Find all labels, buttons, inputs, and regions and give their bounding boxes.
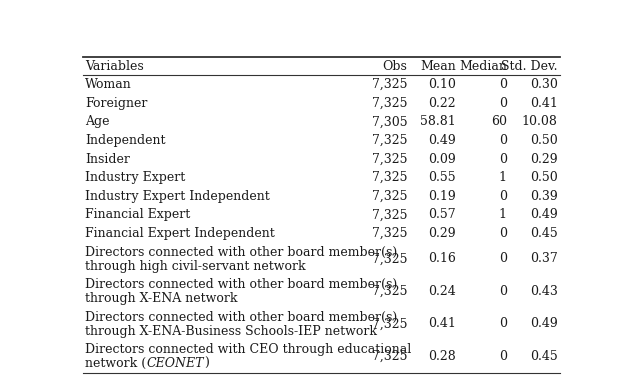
Text: 0.37: 0.37: [530, 252, 558, 265]
Text: 7,325: 7,325: [372, 317, 408, 330]
Text: Std. Dev.: Std. Dev.: [501, 60, 558, 74]
Text: 0: 0: [499, 78, 507, 91]
Text: 0.49: 0.49: [530, 208, 558, 221]
Text: ): ): [204, 357, 209, 370]
Text: 0.49: 0.49: [428, 134, 456, 147]
Text: 7,325: 7,325: [372, 153, 408, 166]
Text: 0.41: 0.41: [428, 317, 456, 330]
Text: 10.08: 10.08: [522, 115, 558, 129]
Text: 0.45: 0.45: [530, 350, 558, 363]
Text: 0.28: 0.28: [428, 350, 456, 363]
Text: CEONET: CEONET: [147, 357, 204, 370]
Text: Mean: Mean: [420, 60, 456, 74]
Text: 7,325: 7,325: [372, 285, 408, 298]
Text: 0.10: 0.10: [428, 78, 456, 91]
Text: 0.29: 0.29: [428, 227, 456, 240]
Text: 0.50: 0.50: [530, 171, 558, 184]
Text: 7,325: 7,325: [372, 190, 408, 203]
Text: 0.29: 0.29: [530, 153, 558, 166]
Text: Variables: Variables: [86, 60, 144, 74]
Text: through X-ENA network: through X-ENA network: [86, 292, 238, 305]
Text: 7,325: 7,325: [372, 134, 408, 147]
Text: 0: 0: [499, 317, 507, 330]
Text: 7,325: 7,325: [372, 208, 408, 221]
Text: 0: 0: [499, 227, 507, 240]
Text: 0.39: 0.39: [530, 190, 558, 203]
Text: 7,325: 7,325: [372, 171, 408, 184]
Text: Industry Expert: Industry Expert: [86, 171, 186, 184]
Text: 7,325: 7,325: [372, 227, 408, 240]
Text: Directors connected with other board member(s): Directors connected with other board mem…: [86, 311, 398, 323]
Text: 0: 0: [499, 350, 507, 363]
Text: Directors connected with other board member(s): Directors connected with other board mem…: [86, 245, 398, 259]
Text: 0.45: 0.45: [530, 227, 558, 240]
Text: through X-ENA-Business Schools-IEP network: through X-ENA-Business Schools-IEP netwo…: [86, 325, 378, 338]
Text: 7,325: 7,325: [372, 78, 408, 91]
Text: Financial Expert Independent: Financial Expert Independent: [86, 227, 275, 240]
Text: Insider: Insider: [86, 153, 130, 166]
Text: 0: 0: [499, 285, 507, 298]
Text: 0: 0: [499, 134, 507, 147]
Text: Financial Expert: Financial Expert: [86, 208, 191, 221]
Text: Directors connected with CEO through educational: Directors connected with CEO through edu…: [86, 343, 412, 356]
Text: 1: 1: [499, 208, 507, 221]
Text: 0.22: 0.22: [428, 97, 456, 110]
Text: Obs: Obs: [382, 60, 408, 74]
Text: 1: 1: [499, 171, 507, 184]
Text: 0.19: 0.19: [428, 190, 456, 203]
Text: 0: 0: [499, 190, 507, 203]
Text: Woman: Woman: [86, 78, 132, 91]
Text: 0.24: 0.24: [428, 285, 456, 298]
Text: 0.09: 0.09: [428, 153, 456, 166]
Text: 58.81: 58.81: [420, 115, 456, 129]
Text: 0.43: 0.43: [530, 285, 558, 298]
Text: Directors connected with other board member(s): Directors connected with other board mem…: [86, 278, 398, 291]
Text: 7,325: 7,325: [372, 350, 408, 363]
Text: Median: Median: [459, 60, 507, 74]
Text: 0.30: 0.30: [530, 78, 558, 91]
Text: through high civil-servant network: through high civil-servant network: [86, 260, 306, 273]
Text: 0.49: 0.49: [530, 317, 558, 330]
Text: 0.16: 0.16: [428, 252, 456, 265]
Text: 0.55: 0.55: [428, 171, 456, 184]
Text: 0: 0: [499, 153, 507, 166]
Text: Independent: Independent: [86, 134, 166, 147]
Text: 0.57: 0.57: [428, 208, 456, 221]
Text: network (: network (: [86, 357, 147, 370]
Text: 0: 0: [499, 97, 507, 110]
Text: Industry Expert Independent: Industry Expert Independent: [86, 190, 270, 203]
Text: 7,325: 7,325: [372, 252, 408, 265]
Text: 60: 60: [491, 115, 507, 129]
Text: 0.50: 0.50: [530, 134, 558, 147]
Text: Foreigner: Foreigner: [86, 97, 148, 110]
Text: 7,305: 7,305: [372, 115, 408, 129]
Text: 0: 0: [499, 252, 507, 265]
Text: 0.41: 0.41: [530, 97, 558, 110]
Text: 7,325: 7,325: [372, 97, 408, 110]
Text: Age: Age: [86, 115, 110, 129]
